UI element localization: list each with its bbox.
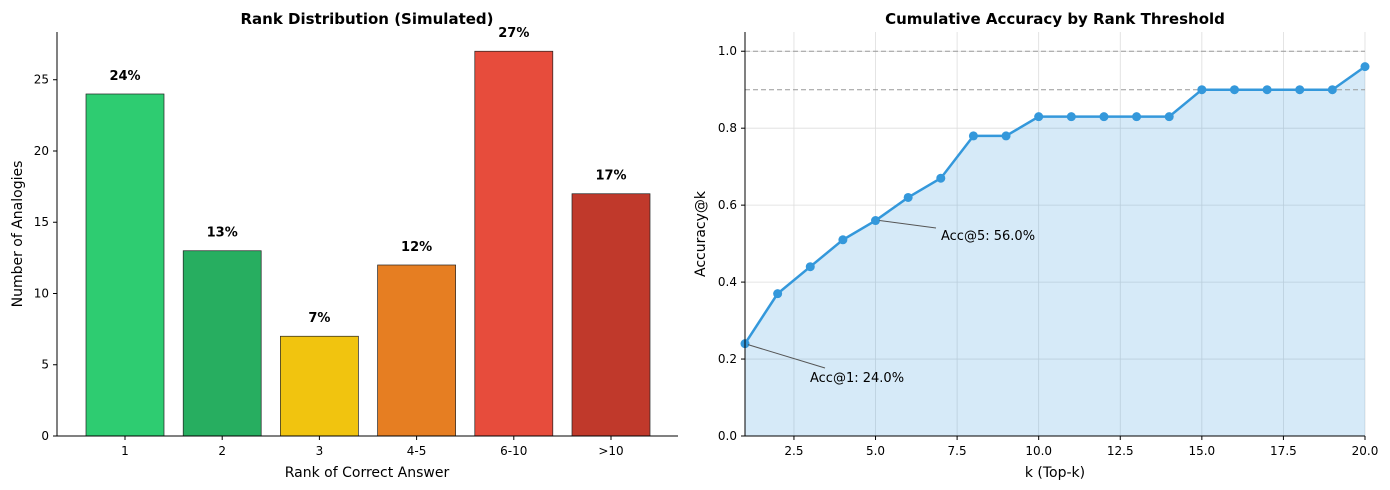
y-tick-label: 0.8	[718, 121, 737, 135]
x-tick-label: 2	[218, 444, 226, 458]
data-point	[1164, 112, 1174, 122]
data-point	[871, 216, 881, 226]
x-tick-label: 15.0	[1188, 444, 1215, 458]
data-point	[1262, 85, 1272, 95]
annotation-arrow	[879, 220, 937, 229]
data-point	[805, 262, 815, 272]
data-point	[1099, 112, 1109, 122]
data-point	[1001, 131, 1011, 141]
y-tick-label: 1.0	[718, 44, 737, 58]
bar	[85, 93, 165, 437]
data-point	[1034, 112, 1044, 122]
y-tick-label: 0.0	[718, 429, 737, 443]
x-tick-label: 1	[121, 444, 129, 458]
y-tick-label: 0.4	[718, 275, 737, 289]
data-point	[838, 235, 848, 245]
bar-data-label: 24%	[109, 69, 140, 84]
bar	[571, 193, 651, 437]
y-tick-label: 15	[34, 215, 49, 229]
data-point	[936, 173, 946, 183]
y-tick-label: 0	[41, 429, 49, 443]
left-x-axis-label: Rank of Correct Answer	[285, 465, 450, 481]
area-fill	[745, 66, 1365, 436]
y-tick-label: 20	[34, 144, 49, 158]
data-point	[1197, 85, 1207, 95]
bar-data-label: 27%	[498, 26, 529, 41]
x-tick-label: 5.0	[866, 444, 885, 458]
annotation-acc1: Acc@1: 24.0%	[810, 371, 904, 386]
x-tick-label: >10	[598, 444, 623, 458]
data-point	[1360, 62, 1370, 72]
bar-data-label: 13%	[207, 226, 238, 241]
data-point	[1066, 112, 1076, 122]
bar	[182, 250, 262, 437]
x-tick-label: 6-10	[500, 444, 527, 458]
bar-data-label: 7%	[308, 311, 330, 326]
x-tick-label: 17.5	[1270, 444, 1297, 458]
bar	[474, 50, 554, 437]
y-tick-label: 10	[34, 286, 49, 300]
x-tick-label: 3	[316, 444, 324, 458]
y-tick-label: 5	[41, 358, 49, 372]
data-point	[773, 289, 783, 299]
bar-data-label: 12%	[401, 240, 432, 255]
bar	[377, 264, 456, 437]
right-chart-title: Cumulative Accuracy by Rank Threshold	[885, 10, 1225, 28]
data-point	[1132, 112, 1142, 122]
left-chart-title: Rank Distribution (Simulated)	[240, 10, 493, 28]
x-tick-label: 7.5	[948, 444, 967, 458]
annotation-acc5: Acc@5: 56.0%	[941, 229, 1035, 244]
accuracy-line	[743, 65, 1366, 345]
bar	[280, 335, 359, 437]
left-y-axis-label: Number of Analogies	[10, 161, 26, 308]
annotation-arrow	[747, 344, 826, 369]
right-x-axis-label: k (Top-k)	[1025, 465, 1085, 481]
y-tick-label: 0.2	[718, 352, 737, 366]
data-point	[968, 131, 978, 141]
data-point	[1229, 85, 1239, 95]
right-y-axis-label: Accuracy@k	[693, 190, 709, 277]
x-tick-label: 20.0	[1352, 444, 1379, 458]
y-tick-label: 25	[34, 73, 49, 87]
y-tick-label: 0.6	[718, 198, 737, 212]
data-point	[1327, 85, 1337, 95]
bar-data-label: 17%	[595, 169, 626, 184]
data-point	[1295, 85, 1305, 95]
x-tick-label: 4-5	[407, 444, 427, 458]
x-tick-label: 2.5	[784, 444, 803, 458]
data-point	[903, 192, 913, 202]
x-tick-label: 12.5	[1107, 444, 1134, 458]
x-tick-label: 10.0	[1025, 444, 1052, 458]
